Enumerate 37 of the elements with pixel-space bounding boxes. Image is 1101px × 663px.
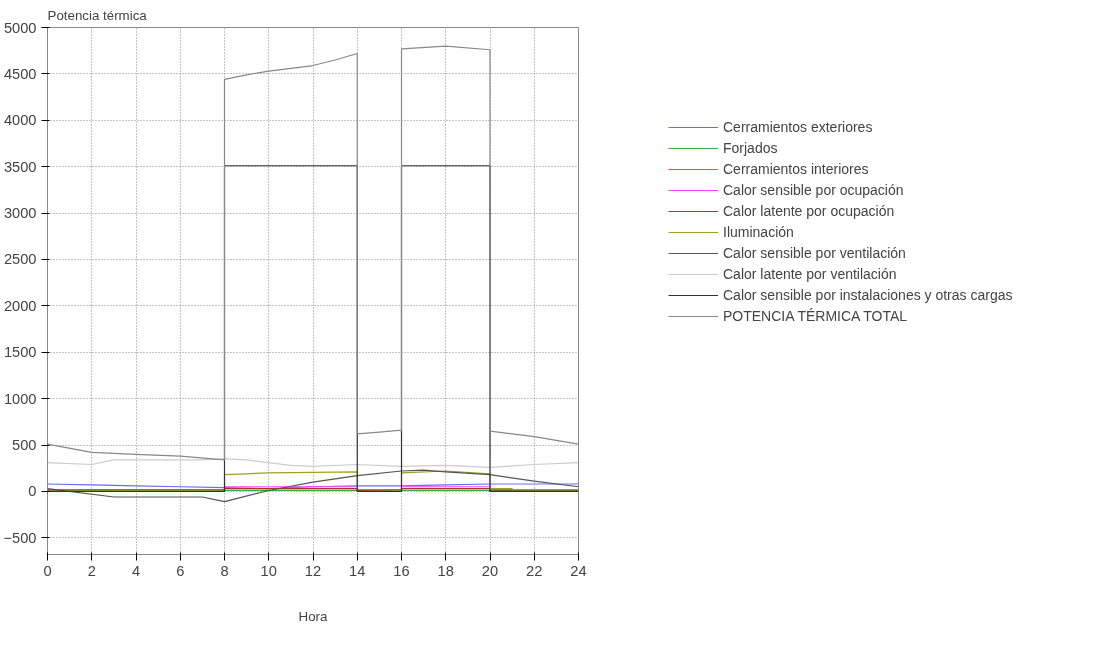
legend-label: Calor latente por ventilación (723, 266, 897, 282)
x-tick-label: 8 (220, 562, 229, 579)
x-tick-label: 24 (570, 562, 587, 579)
y-tick-label: 5000 (3, 19, 37, 36)
y-tick-label: 1000 (3, 390, 37, 407)
x-tick-label: 2 (87, 562, 96, 579)
legend-label: Iluminación (723, 224, 794, 240)
legend-label: Calor sensible por ocupación (723, 182, 904, 198)
x-axis-title: Hora (298, 608, 329, 624)
y-tick-label: −500 (3, 529, 37, 546)
x-tick-label: 20 (481, 562, 499, 579)
legend-label: Calor sensible por ventilación (723, 245, 906, 261)
y-tick-label: 1500 (3, 344, 37, 361)
legend-label: POTENCIA TÉRMICA TOTAL (723, 308, 908, 324)
y-tick-label: 3000 (3, 205, 37, 222)
x-tick-label: 10 (260, 562, 277, 579)
y-tick-label: 4500 (3, 65, 37, 82)
legend-label: Calor sensible por instalaciones y otras cargas (723, 287, 1013, 303)
x-tick-label: 6 (176, 562, 185, 579)
x-tick-label: 12 (304, 562, 322, 579)
legend-label: Cerramientos exteriores (723, 119, 873, 135)
x-tick-label: 14 (349, 562, 366, 579)
legend-label: Forjados (723, 140, 778, 156)
y-tick-label: 3500 (3, 158, 37, 175)
legend-label: Cerramientos interiores (723, 161, 869, 177)
x-tick-label: 22 (526, 562, 543, 579)
y-tick-label: 2500 (3, 251, 37, 268)
y-tick-label: 2000 (3, 297, 37, 314)
y-axis-title: Potencia térmica (47, 7, 148, 23)
legend-label: Calor latente por ocupación (723, 203, 895, 219)
x-tick-label: 18 (437, 562, 454, 579)
x-tick-label: 4 (131, 562, 141, 579)
y-tick-label: 4000 (3, 112, 37, 129)
x-tick-label: 16 (393, 562, 410, 579)
y-tick-label: 500 (12, 437, 37, 454)
y-tick-label: 0 (28, 483, 37, 500)
x-tick-label: 0 (43, 562, 52, 579)
